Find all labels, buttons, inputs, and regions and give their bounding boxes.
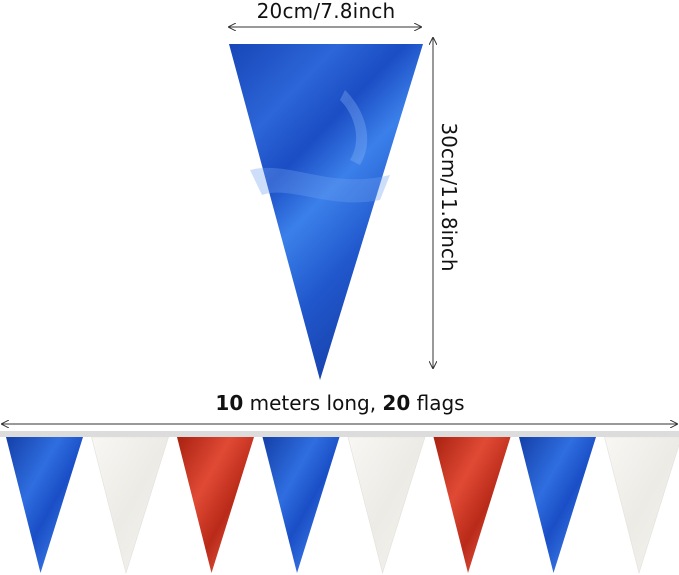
length-caption: 10 meters long, 20 flags: [140, 391, 540, 415]
length-meters-value: 10: [215, 391, 244, 415]
bunting-flag-red: [433, 437, 511, 573]
width-label: 20cm/7.8inch: [256, 0, 396, 23]
bunting-flag-red: [177, 437, 254, 573]
height-label: 30cm/11.8inch: [437, 122, 461, 272]
bunting-row: [6, 436, 679, 575]
bunting-flag-blue: [262, 437, 340, 573]
length-flags-text: flags: [410, 391, 465, 415]
large-blue-pennant: [229, 44, 423, 380]
bunting-flag-blue: [519, 437, 596, 573]
bunting-flag-white: [91, 436, 169, 575]
bunting-flag-blue: [6, 437, 83, 573]
length-flags-value: 20: [382, 391, 411, 415]
bunting-string: [0, 431, 679, 437]
bunting-flag-white: [604, 436, 679, 575]
pennant-sheen: [250, 167, 390, 203]
length-meters-text: meters long,: [243, 391, 383, 415]
bunting-flag-white: [347, 436, 426, 575]
pennant-sheen: [340, 90, 368, 165]
